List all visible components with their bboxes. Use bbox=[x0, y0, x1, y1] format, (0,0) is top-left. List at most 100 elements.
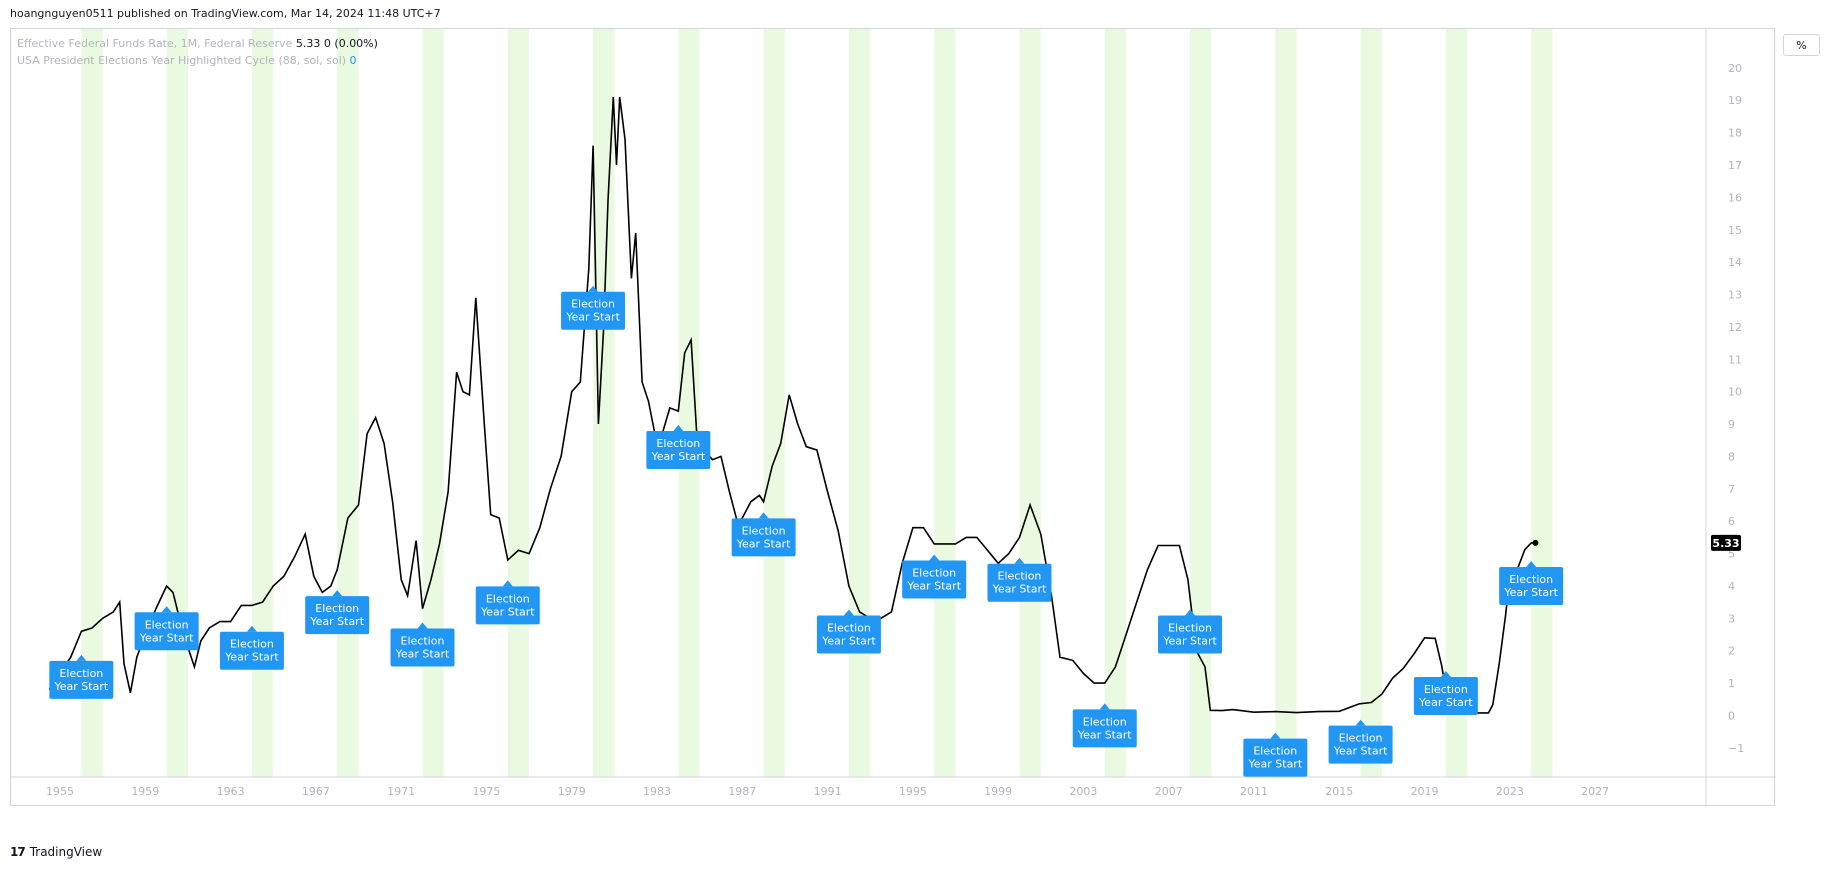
election-label-pointer bbox=[843, 609, 854, 616]
x-tick-label: 1975 bbox=[472, 785, 500, 798]
election-band-1992 bbox=[848, 29, 871, 777]
election-label-line1: Election bbox=[59, 667, 103, 680]
y-tick-label: 14 bbox=[1728, 256, 1742, 269]
election-label-line2: Year Start bbox=[651, 450, 706, 463]
y-tick-label: 5 bbox=[1728, 548, 1735, 561]
election-band-2012 bbox=[1275, 29, 1297, 777]
election-label-line1: Election bbox=[998, 570, 1042, 583]
election-label-line1: Election bbox=[486, 592, 530, 605]
legend-indicator-name: USA President Elections Year Highlighted… bbox=[17, 54, 347, 67]
x-tick-label: 2011 bbox=[1240, 785, 1268, 798]
legend-row-election-cycle[interactable]: USA President Elections Year Highlighted… bbox=[17, 52, 378, 69]
election-label-line2: Year Start bbox=[395, 647, 450, 660]
y-tick-label: 8 bbox=[1728, 450, 1735, 463]
election-label-line2: Year Start bbox=[906, 579, 961, 592]
y-tick-label: 13 bbox=[1728, 289, 1742, 302]
y-tick-label: 19 bbox=[1728, 94, 1742, 107]
x-tick-label: 1979 bbox=[558, 785, 586, 798]
election-label-line2: Year Start bbox=[992, 583, 1047, 596]
election-label-line1: Election bbox=[742, 524, 786, 537]
election-label-pointer bbox=[758, 512, 769, 519]
x-tick-label: 1959 bbox=[131, 785, 159, 798]
x-tick-label: 1987 bbox=[728, 785, 756, 798]
election-label-box bbox=[1413, 677, 1478, 716]
y-tick-label: 2 bbox=[1728, 645, 1735, 658]
election-label-line2: Year Start bbox=[565, 311, 620, 324]
y-tick-label: 3 bbox=[1728, 612, 1735, 625]
y-tick-label: 0 bbox=[1728, 709, 1735, 722]
election-label-pointer bbox=[76, 654, 87, 661]
x-tick-label: 1983 bbox=[643, 785, 671, 798]
election-label-pointer bbox=[246, 625, 257, 632]
election-label-pointer bbox=[929, 554, 940, 561]
election-label-box bbox=[305, 596, 370, 635]
election-label-box bbox=[219, 631, 284, 670]
published-by-caption: hoangnguyen0511 published on TradingView… bbox=[10, 7, 441, 20]
legend-row-fed-funds[interactable]: Effective Federal Funds Rate, 1M, Federa… bbox=[17, 35, 378, 52]
chart-frame[interactable]: 20 19 18 17 16 15 14 13 12 11 10 9 8 7 6 5 4 3 2 1 0 −1 1955 1… bbox=[10, 28, 1776, 807]
election-label-box bbox=[987, 563, 1052, 602]
election-label-line1: Election bbox=[315, 602, 359, 615]
election-label-pointer bbox=[1099, 703, 1110, 710]
election-label-pointer bbox=[1355, 719, 1366, 726]
election-label-line1: Election bbox=[571, 298, 615, 311]
election-band-1956 bbox=[81, 29, 103, 777]
election-label-pointer bbox=[161, 606, 172, 613]
x-tick-label: 2007 bbox=[1155, 785, 1183, 798]
election-label-pointer bbox=[332, 590, 343, 597]
election-year-bands bbox=[11, 29, 1776, 807]
election-label-line2: Year Start bbox=[1247, 758, 1302, 771]
legend-series-change: 0 (0.00%) bbox=[323, 37, 378, 50]
election-label-line2: Year Start bbox=[1333, 745, 1388, 758]
election-label-line2: Year Start bbox=[309, 615, 364, 628]
x-tick-label: 1991 bbox=[814, 785, 842, 798]
y-tick-label: 1 bbox=[1728, 677, 1735, 690]
last-value-label: 5.33 bbox=[1711, 534, 1741, 551]
x-tick-label: 1971 bbox=[387, 785, 415, 798]
election-label-box bbox=[646, 430, 711, 469]
x-tick-label: 2027 bbox=[1581, 785, 1609, 798]
legend-series-value: 5.33 bbox=[295, 37, 321, 50]
x-axis: 1955 1959 1963 1967 1971 1975 1979 1983 1987 1991… bbox=[46, 785, 1609, 798]
election-band-1988 bbox=[763, 29, 785, 777]
election-band-2008 bbox=[1190, 29, 1212, 777]
percent-scale-button[interactable]: % bbox=[1783, 34, 1820, 56]
legend-indicator-value: 0 bbox=[349, 54, 357, 67]
y-tick-label: 12 bbox=[1728, 321, 1742, 334]
election-band-1964 bbox=[251, 29, 274, 777]
election-label-box bbox=[816, 615, 881, 654]
election-label-pointer bbox=[673, 424, 684, 431]
y-tick-label: 18 bbox=[1728, 127, 1742, 140]
y-tick-label: 15 bbox=[1728, 224, 1742, 237]
y-tick-label: 9 bbox=[1728, 418, 1735, 431]
x-tick-label: 2003 bbox=[1069, 785, 1097, 798]
election-label-box bbox=[561, 291, 626, 330]
election-label-box bbox=[49, 660, 114, 699]
election-label-box bbox=[134, 612, 199, 651]
x-tick-label: 2023 bbox=[1496, 785, 1524, 798]
election-label-box bbox=[475, 586, 540, 625]
election-label-line1: Election bbox=[912, 566, 956, 579]
election-label-line1: Election bbox=[827, 622, 871, 635]
election-label-line2: Year Start bbox=[1418, 696, 1473, 709]
